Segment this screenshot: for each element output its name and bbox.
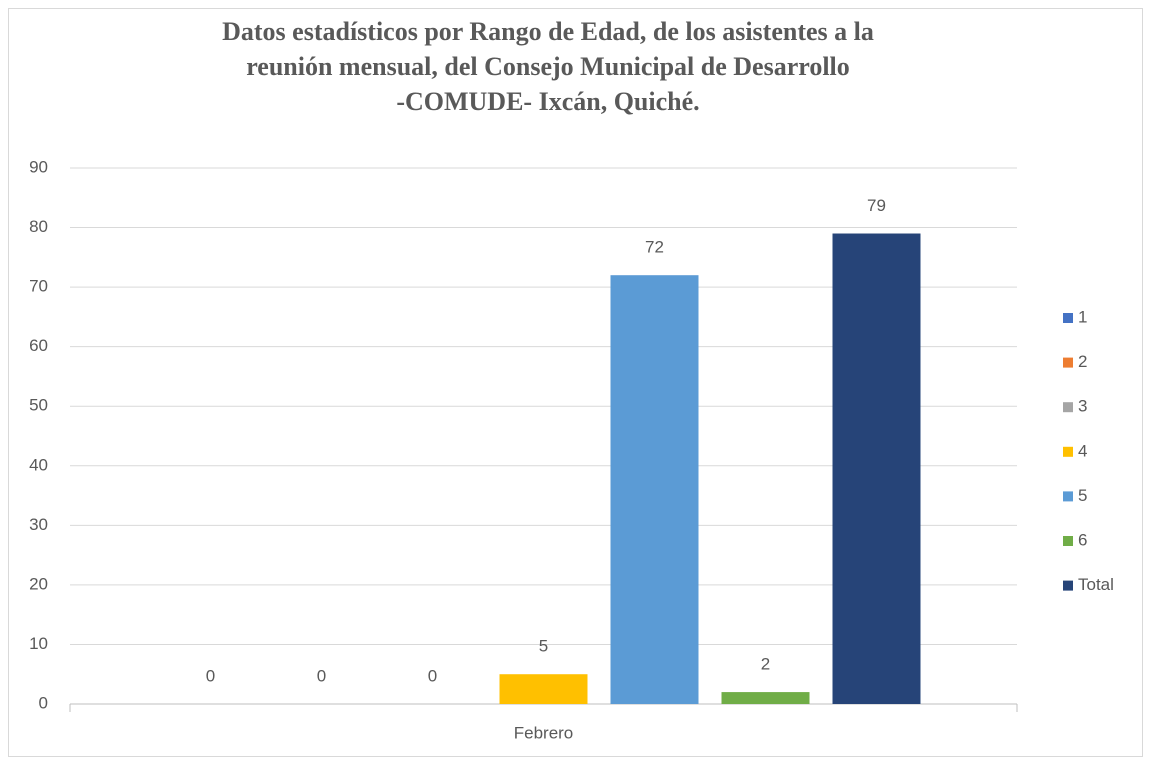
y-tick-label: 10 — [29, 634, 48, 653]
legend-label: 6 — [1078, 530, 1087, 549]
data-label: 72 — [645, 238, 664, 257]
legend-label: Total — [1078, 575, 1114, 594]
y-tick-label: 0 — [39, 693, 48, 712]
y-tick-label: 80 — [29, 217, 48, 236]
bar — [721, 692, 810, 704]
data-label: 2 — [761, 655, 770, 674]
legend-label: 4 — [1078, 441, 1087, 460]
bar — [832, 233, 921, 704]
chart-title: Datos estadísticos por Rango de Edad, de… — [222, 17, 874, 116]
y-tick-label: 40 — [29, 455, 48, 474]
legend-label: 5 — [1078, 486, 1087, 505]
data-label: 5 — [539, 637, 548, 656]
legend-label: 3 — [1078, 397, 1087, 416]
y-tick-label: 70 — [29, 277, 48, 296]
legend-swatch — [1063, 313, 1073, 323]
legend-swatch — [1063, 402, 1073, 413]
legend-swatch — [1063, 536, 1073, 546]
y-tick-label: 60 — [29, 336, 48, 355]
data-label: 0 — [206, 666, 215, 685]
legend-swatch — [1063, 580, 1073, 591]
y-tick-label: 90 — [29, 157, 48, 176]
data-label: 0 — [317, 666, 326, 685]
legend-swatch — [1063, 357, 1073, 368]
y-tick-label: 50 — [29, 396, 48, 415]
data-label: 79 — [867, 196, 886, 215]
y-tick-label: 20 — [29, 574, 48, 593]
legend-label: 2 — [1078, 352, 1087, 371]
x-tick-label: Febrero — [514, 723, 574, 742]
chart-border — [8, 8, 1143, 757]
data-label: 0 — [428, 666, 437, 685]
legend-swatch — [1063, 491, 1073, 502]
bar — [610, 275, 699, 704]
legend-swatch — [1063, 446, 1073, 457]
legend-label: 1 — [1078, 307, 1087, 326]
y-tick-label: 30 — [29, 515, 48, 534]
bar — [499, 674, 588, 704]
